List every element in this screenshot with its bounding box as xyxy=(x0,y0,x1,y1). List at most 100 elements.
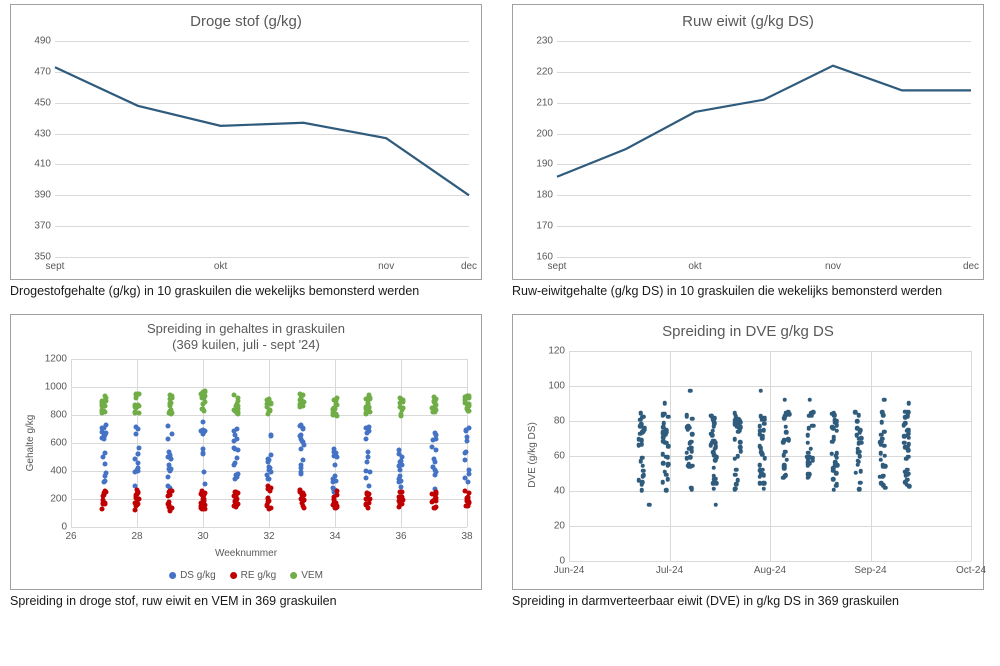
data-point xyxy=(661,425,666,430)
data-point xyxy=(878,458,883,463)
legend-swatch xyxy=(169,572,176,579)
data-point xyxy=(235,471,240,476)
data-point xyxy=(734,467,739,472)
data-point xyxy=(268,485,273,490)
data-point xyxy=(364,412,369,417)
data-point xyxy=(465,439,470,444)
data-point xyxy=(807,397,812,402)
data-point xyxy=(364,460,369,465)
data-point xyxy=(298,447,303,452)
data-point xyxy=(733,457,738,462)
data-point xyxy=(267,409,272,414)
data-point xyxy=(364,431,369,436)
data-point xyxy=(201,470,206,475)
data-point xyxy=(781,440,786,445)
data-point xyxy=(881,473,886,478)
data-point xyxy=(102,394,107,399)
y-tick-label: 390 xyxy=(34,190,55,201)
data-point xyxy=(640,463,645,468)
data-point xyxy=(711,487,716,492)
data-point xyxy=(400,408,405,413)
data-point xyxy=(367,483,372,488)
data-point xyxy=(268,452,273,457)
data-point xyxy=(298,488,303,493)
data-point xyxy=(666,414,671,419)
y-tick-label: 490 xyxy=(34,36,55,47)
data-point xyxy=(762,428,767,433)
x-tick-label: Jun-24 xyxy=(554,561,585,576)
x-tick-label: Aug-24 xyxy=(754,561,786,576)
data-point xyxy=(905,478,910,483)
data-point xyxy=(333,473,338,478)
panel-spreiding-gehaltes: Spreiding in gehaltes in graskuilen (369… xyxy=(10,314,488,616)
data-point xyxy=(132,507,137,512)
data-point xyxy=(397,464,402,469)
chart-spreiding-dve: Spreiding in DVE g/kg DS 020406080100120… xyxy=(512,314,984,590)
data-point xyxy=(782,397,787,402)
x-tick-label: dec xyxy=(963,257,979,272)
data-point xyxy=(834,419,839,424)
data-point xyxy=(232,494,237,499)
panel-spreiding-dve: Spreiding in DVE g/kg DS 020406080100120… xyxy=(512,314,990,616)
panel-droge-stof: Droge stof (g/kg) 3503703904104304504704… xyxy=(10,4,488,306)
x-tick-label: nov xyxy=(378,257,394,272)
y-tick-label: 370 xyxy=(34,221,55,232)
grid-line xyxy=(55,257,469,258)
data-point xyxy=(687,425,692,430)
data-point xyxy=(200,450,205,455)
data-point xyxy=(859,469,864,474)
data-point xyxy=(829,452,834,457)
data-point xyxy=(806,433,811,438)
y-tick-label: 1000 xyxy=(45,381,71,392)
data-point xyxy=(832,488,837,493)
data-point xyxy=(688,389,693,394)
grid-line xyxy=(557,257,971,258)
data-point xyxy=(857,437,862,442)
data-point xyxy=(713,476,718,481)
data-point xyxy=(234,437,239,442)
data-point xyxy=(334,478,339,483)
data-point xyxy=(166,475,171,480)
data-point xyxy=(711,481,716,486)
x-tick-label: 36 xyxy=(395,527,406,542)
data-point xyxy=(301,442,306,447)
data-point xyxy=(902,423,907,428)
grid-line xyxy=(71,359,72,527)
data-point xyxy=(331,454,336,459)
data-point xyxy=(638,438,643,443)
data-point xyxy=(463,451,468,456)
data-point xyxy=(636,443,641,448)
data-point xyxy=(690,417,695,422)
data-point xyxy=(647,502,652,507)
y-tick-label: 450 xyxy=(34,97,55,108)
legend-label: VEM xyxy=(301,570,323,581)
data-point xyxy=(880,420,885,425)
y-tick-label: 60 xyxy=(554,450,569,461)
data-point xyxy=(904,415,909,420)
data-point xyxy=(267,458,272,463)
data-point xyxy=(666,455,671,460)
line-series xyxy=(557,41,971,257)
data-point xyxy=(787,412,792,417)
data-point xyxy=(335,488,340,493)
data-point xyxy=(688,465,693,470)
y-tick-label: 1200 xyxy=(45,353,71,364)
data-point xyxy=(858,480,863,485)
data-point xyxy=(805,476,810,481)
legend-item: VEM xyxy=(290,570,323,581)
x-tick-label: okt xyxy=(214,257,227,272)
data-point xyxy=(906,442,911,447)
data-point xyxy=(136,491,141,496)
y-axis-label: Gehalte g/kg xyxy=(25,414,36,471)
legend-label: DS g/kg xyxy=(180,570,216,581)
data-point xyxy=(733,411,738,416)
x-tick-label: Jul-24 xyxy=(656,561,683,576)
data-point xyxy=(136,451,141,456)
data-point xyxy=(781,453,786,458)
y-tick-label: 220 xyxy=(536,66,557,77)
data-point xyxy=(334,396,339,401)
data-point xyxy=(365,455,370,460)
data-point xyxy=(168,489,173,494)
data-point xyxy=(831,426,836,431)
data-point xyxy=(782,414,787,419)
